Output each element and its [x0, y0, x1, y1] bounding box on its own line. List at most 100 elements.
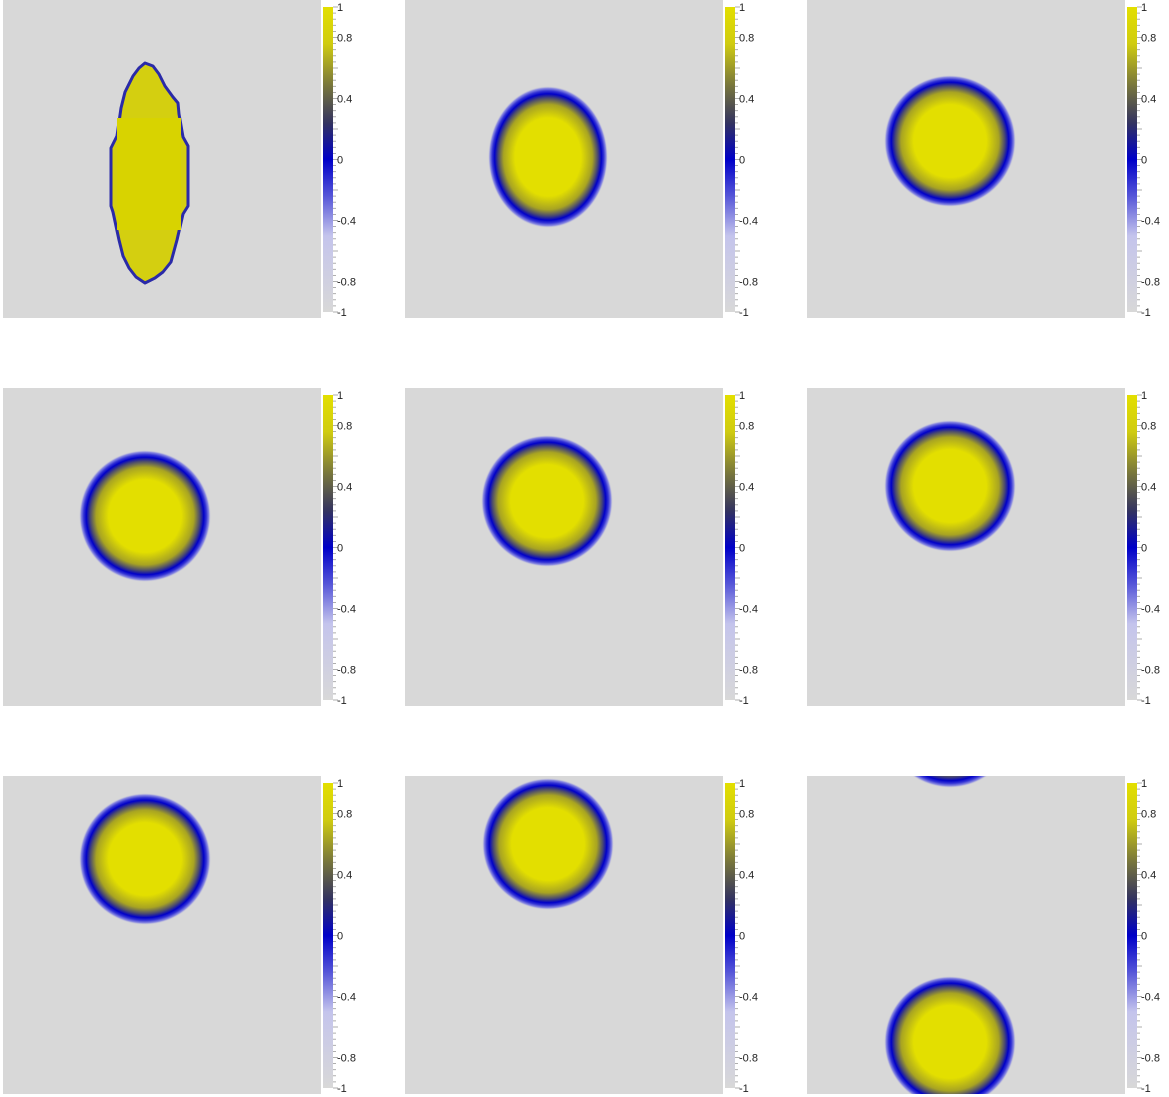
- panel-1: 1 0.8 0.4 0 -0.4 -0.8 -1: [3, 0, 369, 318]
- colorbar-tick-label: -1: [337, 307, 347, 318]
- colorbar-tick-label: -0.8: [739, 1053, 758, 1065]
- colorbar: [1127, 7, 1137, 312]
- colorbar-tick-label: 0.4: [337, 482, 352, 494]
- colorbar-tick-label: 1: [1141, 2, 1147, 14]
- colorbar: [1127, 395, 1137, 700]
- colorbar-tick-label: 1: [337, 2, 343, 14]
- colorbar-tick-label: 1: [337, 778, 343, 790]
- colorbar-tick-label: -1: [739, 695, 749, 706]
- colorbar-tick-label: -0.4: [739, 992, 758, 1004]
- colorbar: [725, 395, 735, 700]
- panel-3: 1 0.8 0.4 0 -0.4 -0.8 -1: [807, 0, 1169, 318]
- colorbar-tick-label: 1: [739, 2, 745, 14]
- colorbar-tick-label: -0.4: [337, 216, 356, 228]
- colorbar-tick-label: -0.4: [1141, 216, 1160, 228]
- colorbar-tick-label: 0: [1141, 931, 1147, 943]
- colorbar-tick-label: 0.8: [739, 421, 754, 433]
- colorbar-tick-label: -0.8: [337, 277, 356, 289]
- colorbar-tick-label: 0.8: [1141, 33, 1156, 45]
- colorbar-tick-label: 0.8: [337, 33, 352, 45]
- colorbar-tick-label: -0.4: [337, 604, 356, 616]
- colorbar-tick-label: -1: [1141, 695, 1151, 706]
- colorbar-tick-label: -0.4: [739, 604, 758, 616]
- droplet-shape: [884, 976, 1016, 1094]
- droplet-periodic-image: [912, 776, 988, 788]
- field-plot: 1 0.8 0.4 0 -0.4 -0.8 -1: [3, 388, 356, 706]
- colorbar-tick-label: 0.4: [1141, 94, 1156, 106]
- colorbar-tick-label: -1: [337, 695, 347, 706]
- colorbar-tick-label: 0: [739, 543, 745, 555]
- colorbar-tick-label: 0.8: [1141, 809, 1156, 821]
- colorbar-tick-label: 1: [1141, 390, 1147, 402]
- colorbar-tick-label: -0.8: [739, 277, 758, 289]
- colorbar-tick-label: -0.8: [337, 665, 356, 677]
- colorbar-tick-label: 0.4: [739, 94, 754, 106]
- colorbar-tick-label: 0: [337, 543, 343, 555]
- colorbar-tick-label: 0: [337, 931, 343, 943]
- field-plot: 1 0.8 0.4 0 -0.4 -0.8 -1: [405, 388, 758, 706]
- colorbar-tick-label: -1: [739, 307, 749, 318]
- colorbar-tick-label: 0: [1141, 543, 1147, 555]
- field-plot: 1 0.8 0.4 0 -0.4 -0.8 -1: [405, 0, 758, 318]
- field-plot: 1 0.8 0.4 0 -0.4 -0.8 -1: [807, 388, 1160, 706]
- colorbar-tick-label: -1: [1141, 1083, 1151, 1094]
- colorbar: [323, 7, 333, 312]
- panel-2: 1 0.8 0.4 0 -0.4 -0.8 -1: [405, 0, 771, 318]
- panel-9: 1 0.8 0.4 0 -0.4 -0.8 -1: [807, 776, 1169, 1094]
- field-plot: 1 0.8 0.4 0 -0.4 -0.8 -1: [3, 0, 356, 318]
- droplet-shape: [488, 86, 608, 228]
- panel-5: 1 0.8 0.4 0 -0.4 -0.8 -1: [405, 388, 771, 706]
- colorbar-tick-label: -1: [739, 1083, 749, 1094]
- colorbar-tick-label: 1: [739, 390, 745, 402]
- panel-7: 1 0.8 0.4 0 -0.4 -0.8 -1: [3, 776, 369, 1094]
- colorbar-tick-label: -0.4: [337, 992, 356, 1004]
- colorbar-tick-label: 0.4: [337, 94, 352, 106]
- colorbar-tick-label: 0.4: [1141, 870, 1156, 882]
- colorbar-tick-label: 0.8: [739, 33, 754, 45]
- colorbar: [1127, 783, 1137, 1088]
- droplet-core: [117, 118, 181, 230]
- panel-8: 1 0.8 0.4 0 -0.4 -0.8 -1: [405, 776, 771, 1094]
- colorbar-tick-label: -0.8: [1141, 1053, 1160, 1065]
- colorbar-tick-label: 1: [337, 390, 343, 402]
- colorbar-tick-label: 0.8: [337, 421, 352, 433]
- colorbar-tick-label: 0: [739, 931, 745, 943]
- droplet-shape: [884, 75, 1016, 207]
- colorbar-tick-label: 0: [337, 155, 343, 167]
- colorbar-tick-label: -0.4: [1141, 992, 1160, 1004]
- field-plot: 1 0.8 0.4 0 -0.4 -0.8 -1: [3, 776, 356, 1094]
- colorbar-tick-label: 1: [1141, 778, 1147, 790]
- colorbar-tick-label: -0.8: [739, 665, 758, 677]
- colorbar-tick-label: 0.8: [739, 809, 754, 821]
- colorbar-tick-label: 0: [1141, 155, 1147, 167]
- colorbar-tick-label: 0.8: [1141, 421, 1156, 433]
- colorbar-tick-label: 0: [739, 155, 745, 167]
- droplet-shape: [79, 450, 211, 582]
- panel-4: 1 0.8 0.4 0 -0.4 -0.8 -1: [3, 388, 369, 706]
- colorbar-tick-label: -0.8: [1141, 665, 1160, 677]
- panel-6: 1 0.8 0.4 0 -0.4 -0.8 -1: [807, 388, 1169, 706]
- colorbar-tick-label: 0.4: [1141, 482, 1156, 494]
- colorbar-tick-label: -1: [1141, 307, 1151, 318]
- droplet-shape: [482, 778, 614, 910]
- droplet-shape: [884, 420, 1016, 552]
- colorbar-tick-label: -0.4: [1141, 604, 1160, 616]
- colorbar-tick-label: 0.4: [739, 870, 754, 882]
- colorbar-tick-label: -0.8: [1141, 277, 1160, 289]
- colorbar-tick-label: -0.4: [739, 216, 758, 228]
- colorbar-tick-label: 0.4: [337, 870, 352, 882]
- colorbar-tick-label: -1: [337, 1083, 347, 1094]
- colorbar: [323, 783, 333, 1088]
- colorbar: [323, 395, 333, 700]
- colorbar-tick-label: 0.4: [739, 482, 754, 494]
- colorbar: [725, 783, 735, 1088]
- droplet-shape: [481, 435, 613, 567]
- field-plot: 1 0.8 0.4 0 -0.4 -0.8 -1: [807, 0, 1160, 318]
- colorbar-tick-label: 1: [739, 778, 745, 790]
- colorbar: [725, 7, 735, 312]
- colorbar-tick-label: 0.8: [337, 809, 352, 821]
- field-plot: 1 0.8 0.4 0 -0.4 -0.8 -1: [807, 776, 1160, 1094]
- droplet-shape: [79, 793, 211, 925]
- colorbar-tick-label: -0.8: [337, 1053, 356, 1065]
- field-plot: 1 0.8 0.4 0 -0.4 -0.8 -1: [405, 776, 758, 1094]
